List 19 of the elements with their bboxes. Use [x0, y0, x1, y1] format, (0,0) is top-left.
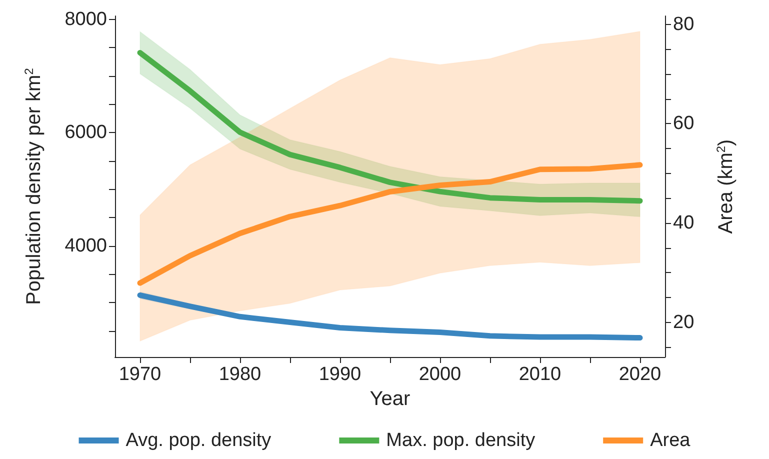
y-tick-label: 8000	[64, 8, 107, 30]
legend-label: Max. pop. density	[386, 430, 536, 451]
x-tick-label: 2010	[518, 364, 562, 385]
y2-axis-title: Area (km2)	[714, 139, 737, 234]
x-axis-title: Year	[370, 388, 411, 410]
y2-tick-label: 60	[673, 113, 694, 134]
y2-tick-label: 40	[673, 212, 694, 234]
x-tick-label: 1970	[118, 364, 162, 385]
y2-tick-label: 20	[673, 312, 694, 333]
x-tick-label: 2000	[418, 364, 462, 385]
y2-tick-label: 80	[673, 14, 694, 35]
legend-label: Avg. pop. density	[126, 430, 272, 451]
y-tick-label: 4000	[64, 235, 107, 256]
x-tick-label: 2020	[618, 364, 662, 385]
legend-label: Area	[650, 430, 691, 451]
y-axis-title: Population density per km2	[22, 68, 45, 305]
x-tick-label: 1990	[318, 364, 362, 385]
x-tick-label: 1980	[218, 364, 262, 385]
y-tick-label: 6000	[64, 122, 107, 144]
